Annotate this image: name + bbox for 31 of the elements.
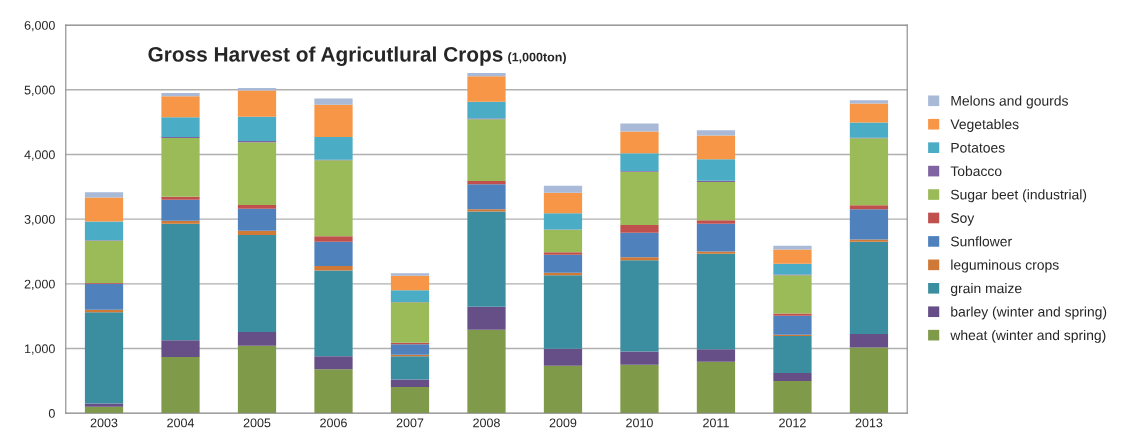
text: Gross Harvest of Agricutlural Crops xyxy=(148,46,503,66)
x-tick-label: 2012 xyxy=(779,418,806,428)
legend-label: leguminous crops xyxy=(951,259,1059,273)
x-tick-label: 2004 xyxy=(167,418,195,428)
x-tick-label: 2013 xyxy=(855,418,883,428)
x-tick-label: 2006 xyxy=(320,418,347,428)
x-tick-label: 2011 xyxy=(703,418,729,428)
text: (1,000ton) xyxy=(508,52,566,64)
x-tick-label: 2008 xyxy=(473,418,500,428)
y-tick-label: 5,000 xyxy=(24,85,55,96)
legend-label: Tobacco xyxy=(950,165,1002,177)
legend-label: grain maize xyxy=(950,283,1022,296)
x-tick-label: 2007 xyxy=(396,418,424,428)
y-tick-label: 6,000 xyxy=(24,20,55,32)
legend-label: Melons and gourds xyxy=(951,95,1068,109)
y-tick-label: 2,000 xyxy=(24,279,55,290)
legend-label: Sugar beet (industrial) xyxy=(950,189,1087,203)
x-tick-label: 2003 xyxy=(90,418,118,428)
x-tick-label: 2005 xyxy=(243,418,271,428)
y-tick-label: 1,000 xyxy=(25,344,55,355)
x-tick-label: 2010 xyxy=(626,418,653,428)
x-tick-label: 2009 xyxy=(549,418,577,428)
legend-label: Soy xyxy=(950,213,975,226)
y-tick-label: 0 xyxy=(48,409,55,418)
y-tick-label: 3,000 xyxy=(24,214,55,226)
legend-label: Potatoes xyxy=(951,142,1005,153)
legend-label: Vegetables xyxy=(950,118,1019,132)
y-tick-label: 4,000 xyxy=(24,150,55,161)
legend-label: barley (winter and spring) xyxy=(951,306,1107,320)
legend-label: wheat (winter and spring) xyxy=(950,329,1106,343)
legend-label: Sunflower xyxy=(950,236,1012,247)
